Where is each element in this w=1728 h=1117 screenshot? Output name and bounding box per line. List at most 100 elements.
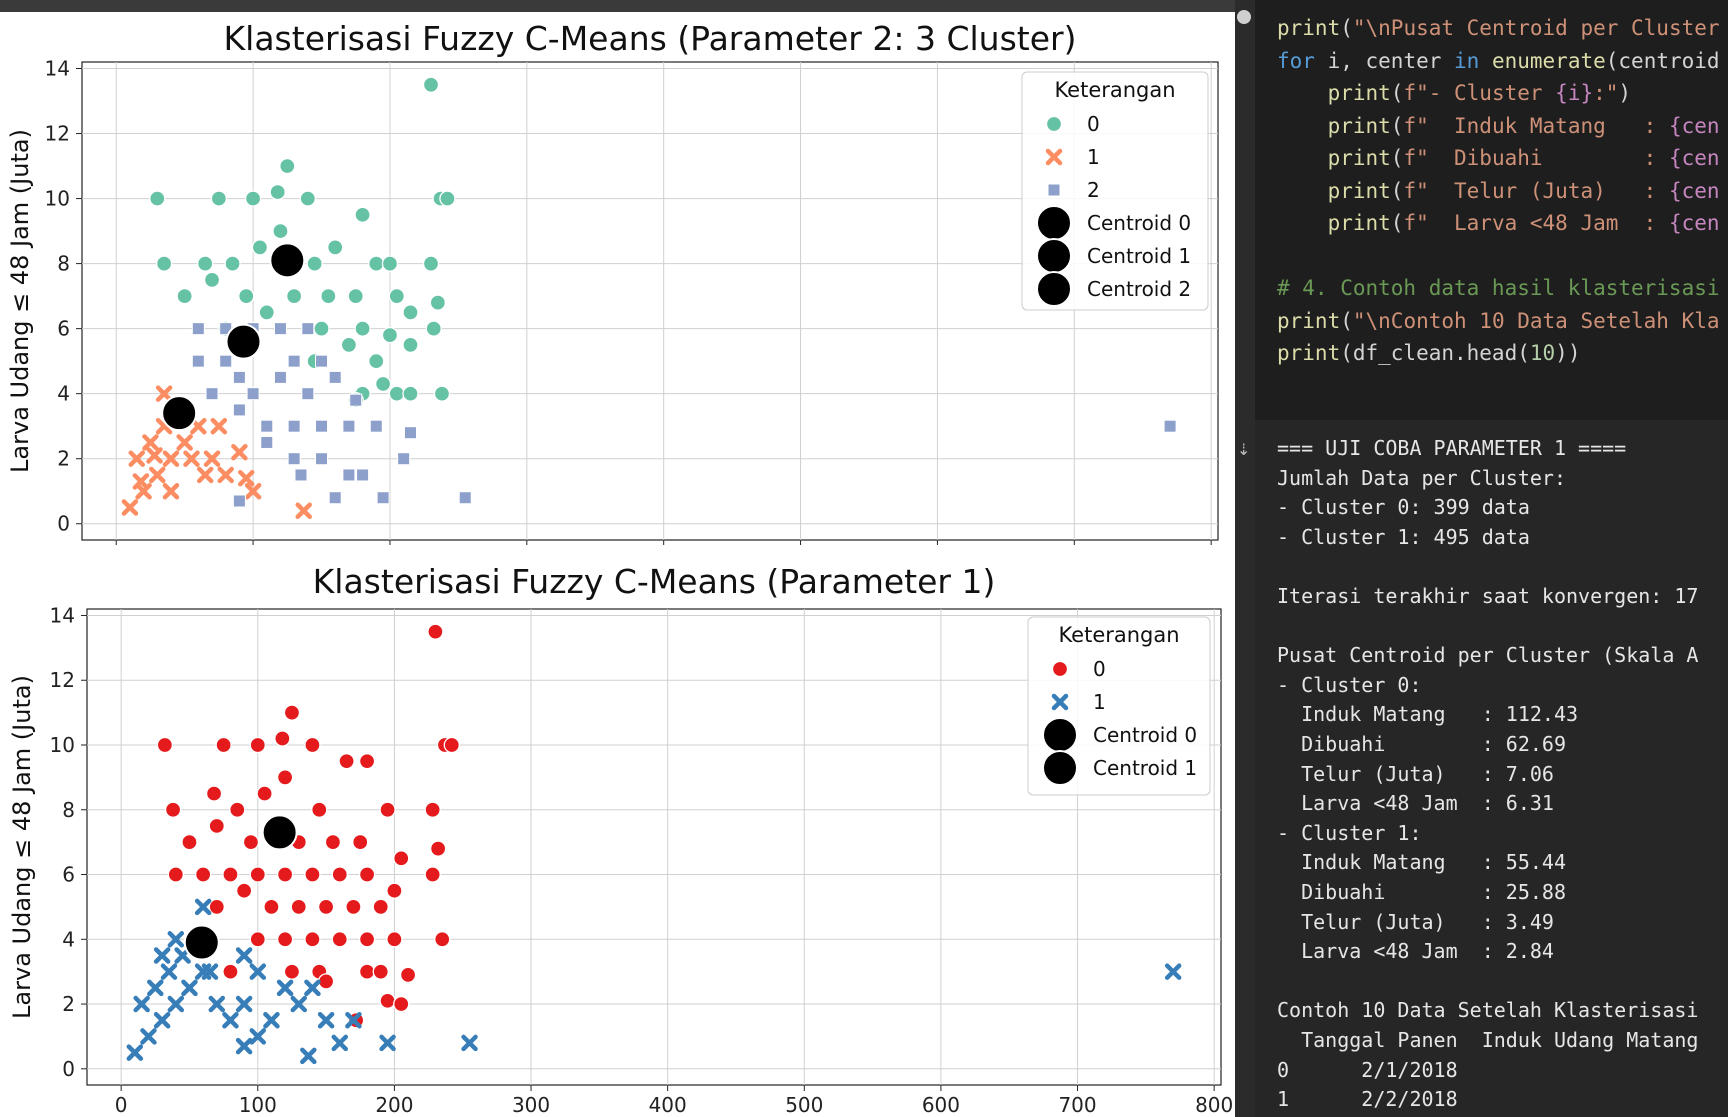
legend-title: Keterangan xyxy=(1058,623,1179,647)
output-line: Induk Matang : 55.44 xyxy=(1277,850,1566,875)
series-centroid-0 xyxy=(261,814,298,851)
data-point xyxy=(434,931,451,948)
y-axis-label: Larva Udang ≤ 48 Jam (Juta) xyxy=(8,675,36,1019)
data-point xyxy=(402,385,419,402)
output-line: Larva <48 Jam : 6.31 xyxy=(1277,791,1554,816)
legend-label: Centroid 0 xyxy=(1087,211,1191,235)
output-line: - Cluster 0: xyxy=(1277,672,1422,697)
data-point xyxy=(427,623,444,640)
data-point xyxy=(458,491,472,505)
data-point xyxy=(356,468,370,482)
y-tick-label: 12 xyxy=(50,668,75,692)
output-toggle-icon[interactable]: ⇣ xyxy=(1237,440,1251,459)
data-point xyxy=(155,385,173,402)
data-point xyxy=(276,866,294,883)
run-cell-button[interactable] xyxy=(1237,10,1251,24)
data-point xyxy=(160,963,178,980)
data-point xyxy=(194,866,212,883)
data-point xyxy=(232,370,246,384)
data-point xyxy=(429,840,447,857)
legend-marker xyxy=(1045,148,1063,166)
data-point xyxy=(369,419,383,433)
output-line: Pusat Centroid per Cluster (Skala A xyxy=(1277,643,1699,668)
data-point xyxy=(443,736,460,754)
chart-title: Klasterisasi Fuzzy C-Means (Parameter 2:… xyxy=(224,19,1077,58)
data-point xyxy=(242,833,260,851)
centroid-marker xyxy=(183,924,220,961)
series-0 xyxy=(156,623,460,1029)
output-line: Larva <48 Jam : 2.84 xyxy=(1277,939,1554,964)
code-line: print(f" Larva <48 Jam : {cen xyxy=(1327,211,1720,235)
legend-marker xyxy=(1045,115,1063,133)
data-point xyxy=(290,995,308,1013)
data-point xyxy=(285,287,303,305)
data-point xyxy=(304,979,321,997)
code-line: print("\nContoh 10 Data Setelah Kla xyxy=(1277,308,1720,333)
legend-label: 1 xyxy=(1093,690,1106,714)
data-point xyxy=(276,769,294,786)
data-point xyxy=(132,473,150,490)
data-point xyxy=(167,995,185,1013)
code-line: print(df_clean.head(10)) xyxy=(1277,341,1581,365)
data-point xyxy=(121,499,139,516)
data-point xyxy=(133,995,150,1013)
data-point xyxy=(372,963,389,980)
data-point xyxy=(181,833,198,851)
data-point xyxy=(258,304,275,321)
y-tick-label: 10 xyxy=(50,733,75,757)
data-point xyxy=(272,222,289,240)
legend-marker xyxy=(1051,693,1069,711)
data-point xyxy=(246,387,260,401)
data-point xyxy=(162,450,180,467)
plot-output-panel: 010020030040050060070080002468101214Klas… xyxy=(0,12,1235,1117)
data-point xyxy=(274,730,291,747)
y-tick-label: 6 xyxy=(57,317,70,341)
data-point xyxy=(340,336,358,354)
data-point xyxy=(393,995,410,1013)
legend-marker xyxy=(1042,750,1078,786)
data-point xyxy=(191,354,205,368)
data-point xyxy=(149,466,166,484)
data-point xyxy=(345,898,362,916)
data-point xyxy=(349,393,363,407)
data-point xyxy=(386,931,403,948)
centroid-marker xyxy=(269,242,306,279)
y-tick-label: 4 xyxy=(62,927,75,951)
data-point xyxy=(331,1034,349,1052)
data-point xyxy=(301,322,315,336)
data-point xyxy=(222,1011,239,1029)
y-tick-label: 8 xyxy=(57,252,70,276)
y-tick-label: 12 xyxy=(45,122,70,146)
data-point xyxy=(328,491,342,505)
data-point xyxy=(249,931,266,948)
data-point xyxy=(235,947,253,964)
data-point xyxy=(232,403,246,417)
data-point xyxy=(422,76,440,93)
legend-label: Centroid 1 xyxy=(1093,756,1197,780)
data-point xyxy=(422,255,440,272)
data-point xyxy=(393,850,410,867)
data-point xyxy=(295,502,312,519)
data-point xyxy=(196,466,214,484)
data-point xyxy=(279,157,296,175)
data-point xyxy=(244,482,262,500)
data-point xyxy=(358,963,376,980)
y-tick-label: 4 xyxy=(57,382,70,406)
data-point xyxy=(205,387,219,401)
centroid-marker xyxy=(225,323,262,360)
data-point xyxy=(461,1034,478,1052)
code-cell[interactable] xyxy=(1235,0,1728,420)
data-point xyxy=(315,354,329,368)
data-point xyxy=(313,320,330,337)
data-point xyxy=(238,287,255,305)
legend-label: Centroid 1 xyxy=(1087,244,1191,268)
output-line: 1 2/2/2018 xyxy=(1277,1087,1458,1112)
legend-marker xyxy=(1042,717,1078,753)
data-point xyxy=(249,963,267,980)
data-point xyxy=(146,447,163,464)
data-point xyxy=(327,239,344,256)
data-point xyxy=(320,287,337,305)
data-point xyxy=(376,491,390,505)
data-point xyxy=(354,206,371,223)
data-point xyxy=(342,468,356,482)
